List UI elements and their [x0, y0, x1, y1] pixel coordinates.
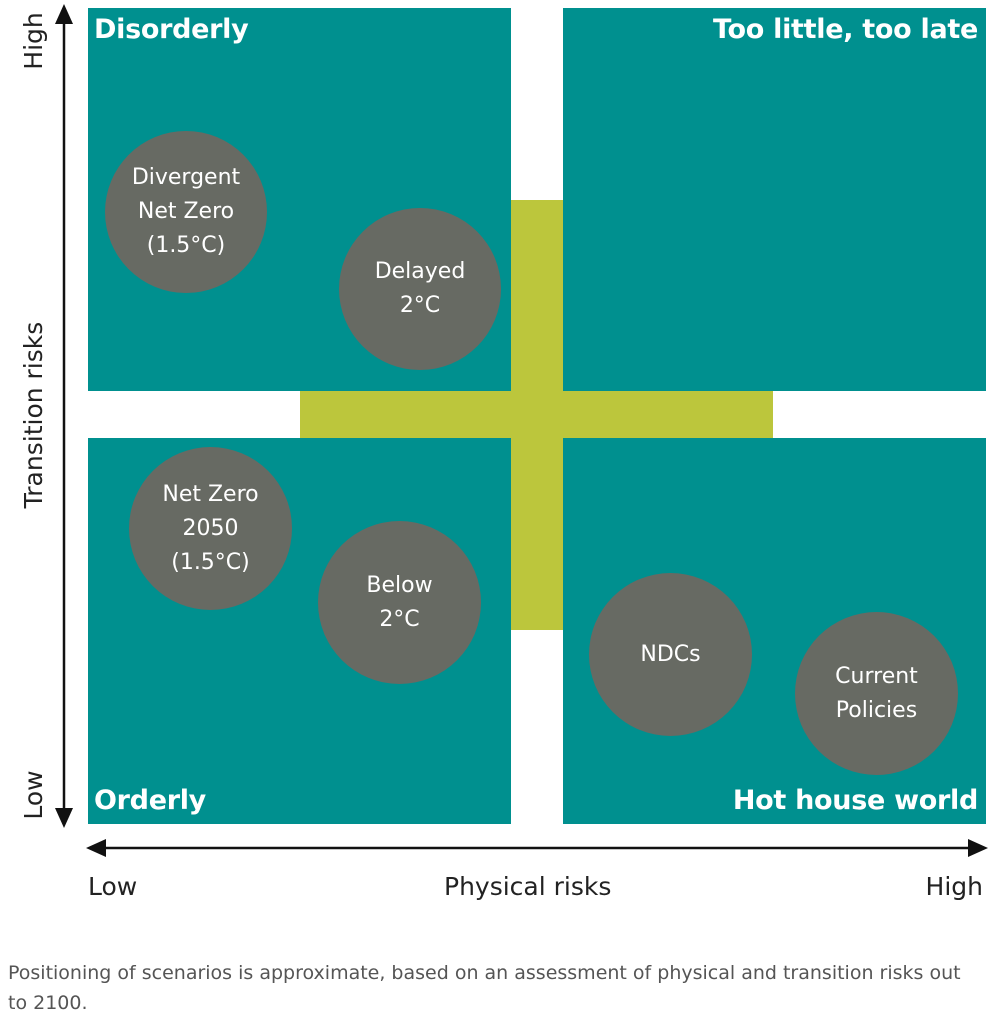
scenario-label: NDCs: [640, 641, 701, 667]
x-axis-low-label: Low: [88, 872, 138, 901]
scenario-net-zero-2050: Net Zero 2050 (1.5°C): [129, 447, 292, 610]
scenario-label: Net Zero 2050 (1.5°C): [162, 481, 259, 575]
scenario-label: Divergent Net Zero (1.5°C): [131, 165, 241, 258]
cross-horizontal-bar: [300, 391, 773, 438]
x-axis-high-label: High: [925, 872, 983, 901]
scenario-label: Current Policies: [835, 663, 918, 723]
scenario-below-2c: Below 2°C: [318, 521, 481, 684]
quadrant-title-too-little-too-late: Too little, too late: [713, 14, 978, 45]
scenario-current-policies: Current Policies: [795, 612, 958, 775]
y-axis-arrow: [55, 4, 73, 828]
quadrant-title-orderly: Orderly: [94, 785, 206, 816]
quadrant-too-little-too-late: Too little, too late: [563, 8, 986, 391]
scenario-divergent-net-zero: Divergent Net Zero (1.5°C): [105, 131, 267, 293]
y-axis-low-label: Low: [19, 770, 48, 820]
scenario-ndcs: NDCs: [589, 573, 752, 736]
quadrant-title-disorderly: Disorderly: [94, 14, 249, 45]
scenario-delayed-2c: Delayed 2°C: [339, 208, 501, 370]
figure-caption: Positioning of scenarios is approximate,…: [8, 962, 961, 1014]
y-axis-high-label: High: [19, 12, 48, 70]
quadrant-title-hot-house-world: Hot house world: [732, 785, 978, 816]
scenario-label: Delayed 2°C: [374, 259, 466, 318]
x-axis-arrow: [86, 839, 988, 857]
scenario-label: Below 2°C: [366, 572, 433, 632]
x-axis-title: Physical risks: [444, 872, 612, 901]
y-axis-title: Transition risks: [19, 321, 48, 509]
